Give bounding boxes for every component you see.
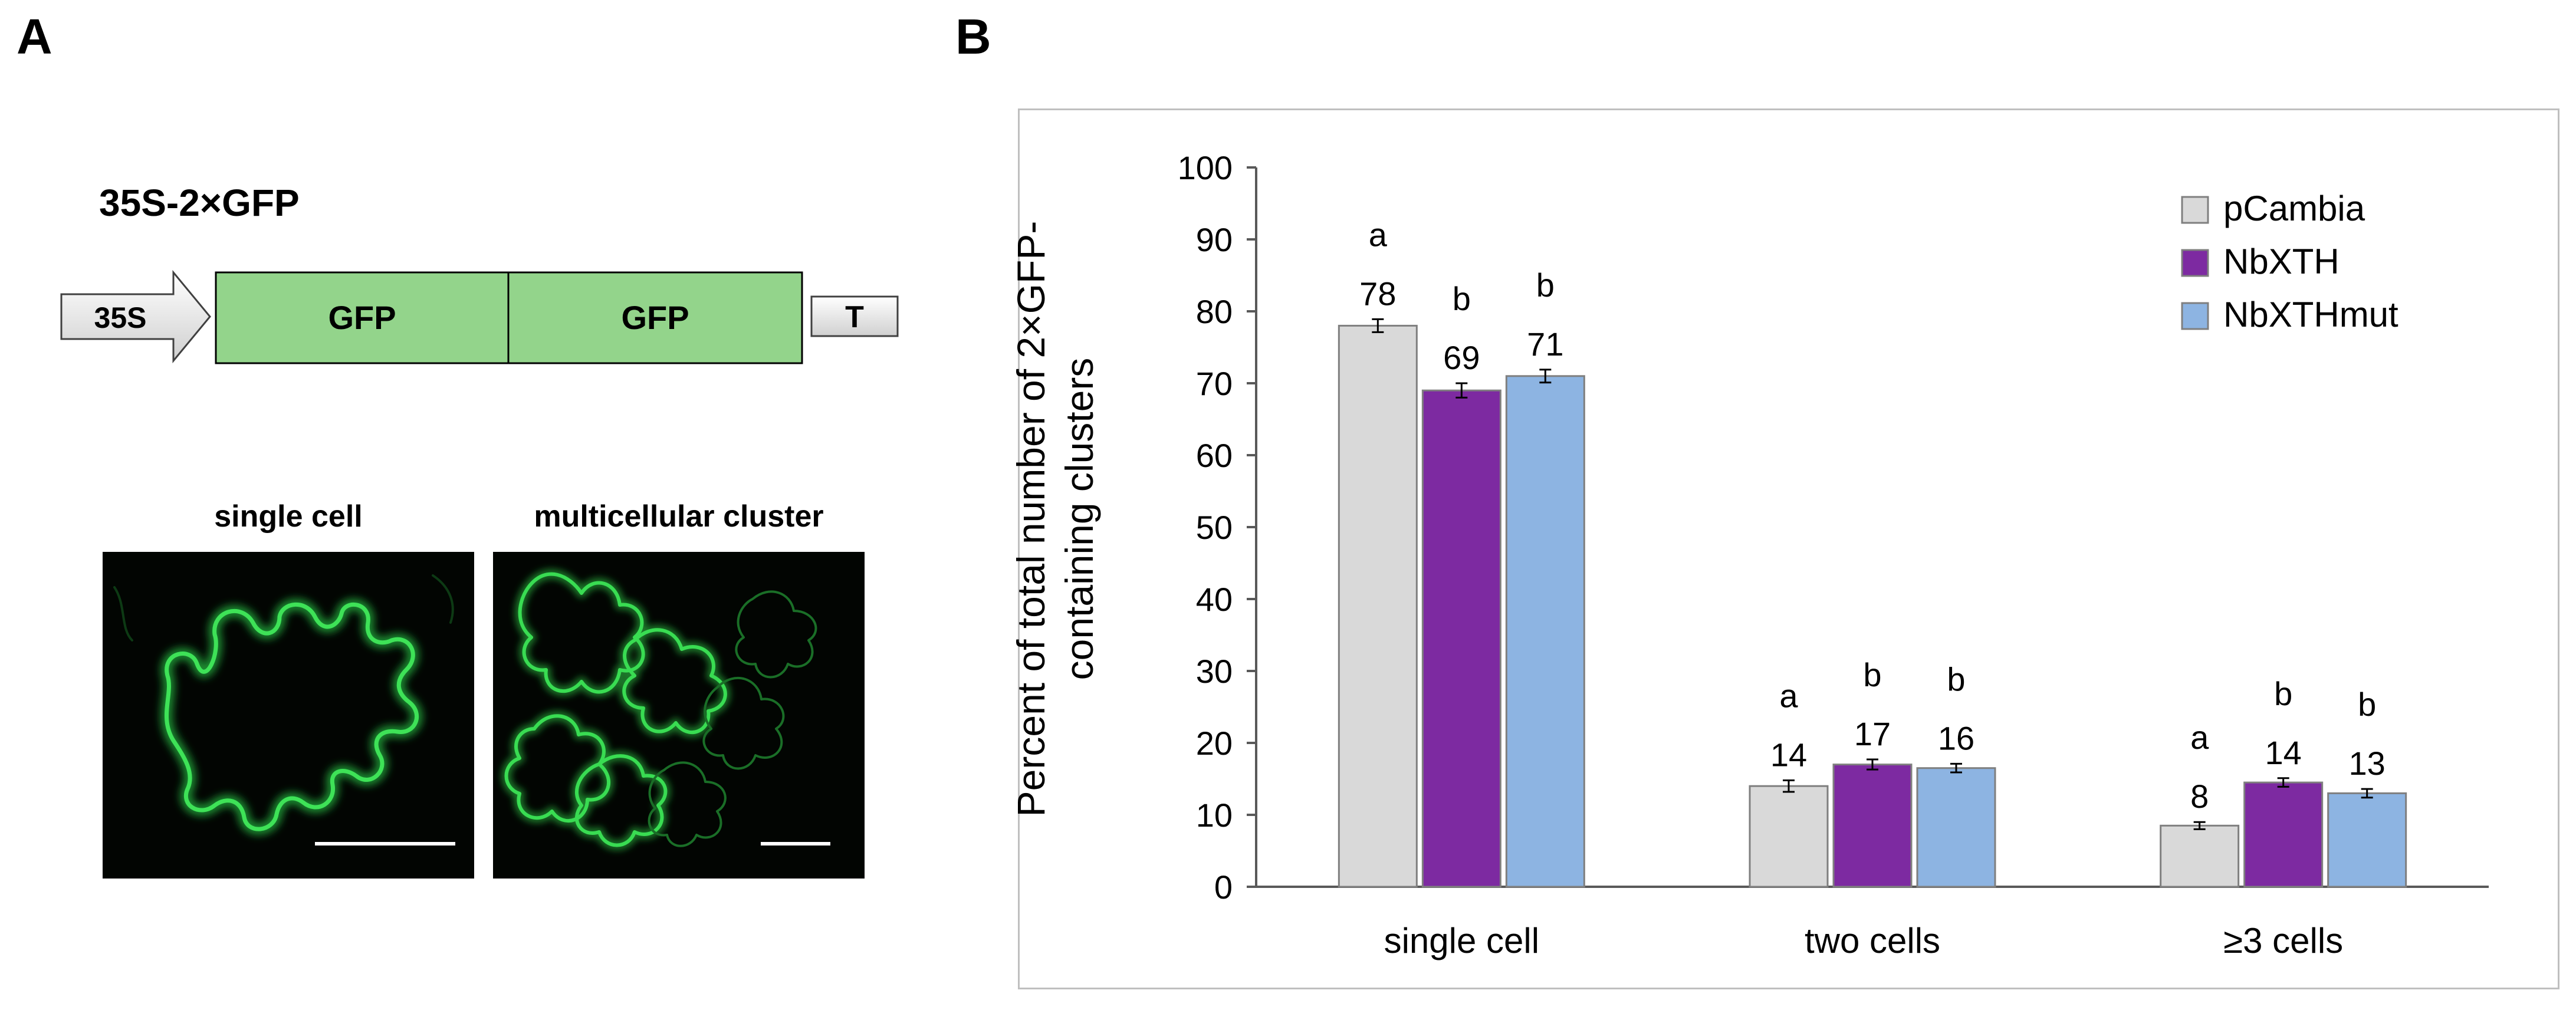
- category-label: two cells: [1805, 921, 1940, 960]
- significance-letter: b: [1536, 267, 1555, 304]
- data-label: 71: [1527, 325, 1563, 363]
- cell-outline: [165, 602, 419, 831]
- legend-label: NbXTH: [2223, 242, 2340, 281]
- data-label: 8: [2190, 778, 2209, 815]
- legend-swatch: [2181, 302, 2209, 330]
- significance-letter: b: [1947, 660, 1965, 698]
- data-label: 13: [2349, 745, 2386, 782]
- legend-label: pCambia: [2223, 189, 2365, 228]
- bar: [1832, 764, 1913, 888]
- y-tick-label: 70: [1196, 365, 1233, 402]
- construct-diagram: 35S GFP GFP T: [60, 269, 899, 364]
- single-cell-micrograph: [103, 552, 474, 879]
- panel-label-a: A: [17, 9, 52, 64]
- faint-neighbour-outline: [113, 574, 454, 641]
- y-axis-title-line: containing clusters: [1057, 358, 1101, 680]
- significance-letter: b: [2274, 675, 2292, 712]
- legend-swatch: [2181, 196, 2209, 224]
- category-label: single cell: [1384, 921, 1539, 960]
- promoter-arrow-shape: [60, 269, 211, 364]
- legend-swatch: [2181, 249, 2209, 277]
- bar: [1505, 375, 1585, 888]
- category-label: ≥3 cells: [2223, 921, 2343, 960]
- legend-label: NbXTHmut: [2223, 295, 2398, 334]
- y-tick-label: 100: [1178, 149, 1233, 186]
- y-tick-label: 50: [1196, 509, 1233, 546]
- y-tick-label: 60: [1196, 437, 1233, 474]
- data-label: 17: [1854, 715, 1891, 752]
- cluster-cell-4: [574, 754, 668, 847]
- y-tick-label: 40: [1196, 581, 1233, 618]
- bar: [2327, 792, 2407, 888]
- scale-bar: [761, 842, 830, 845]
- y-tick-label: 20: [1196, 725, 1233, 762]
- significance-letter: b: [1453, 280, 1471, 317]
- significance-letter: a: [2190, 719, 2209, 756]
- cluster-cell-faint-1: [702, 676, 785, 770]
- scale-bar: [315, 842, 455, 845]
- cluster-cell-faint-3: [648, 761, 727, 847]
- data-label: 14: [1770, 736, 1807, 773]
- terminator-box: [810, 295, 899, 337]
- significance-letter: b: [1863, 656, 1881, 693]
- bar: [2243, 781, 2324, 888]
- chart-frame: [1018, 108, 2559, 989]
- gfp-box-2: [507, 271, 803, 364]
- panel-label-b: B: [955, 9, 991, 64]
- data-label: 14: [2265, 734, 2302, 771]
- bar: [2160, 824, 2240, 888]
- bar: [1749, 785, 1829, 888]
- significance-letter: a: [1779, 677, 1798, 714]
- cluster-cell-2: [622, 628, 727, 735]
- gfp-label-2: GFP: [621, 299, 689, 336]
- data-label: 69: [1443, 339, 1480, 376]
- cluster-cell-faint-2: [735, 590, 817, 679]
- bar: [1421, 389, 1501, 888]
- significance-letter: a: [1369, 216, 1388, 253]
- cluster-image-label: multicellular cluster: [534, 499, 824, 534]
- data-label: 16: [1938, 719, 1974, 756]
- multicellular-cluster-micrograph: [493, 552, 865, 879]
- y-tick-label: 90: [1196, 221, 1233, 258]
- bar: [1916, 767, 1996, 888]
- y-tick-label: 0: [1214, 868, 1233, 906]
- cluster-cell-1: [518, 572, 645, 694]
- y-axis-title-line: Percent of total number of 2×GFP-: [1009, 221, 1053, 817]
- terminator-label: T: [845, 300, 864, 334]
- gfp-label-1: GFP: [328, 299, 396, 336]
- promoter-label: 35S: [94, 301, 147, 334]
- single-cell-image-label: single cell: [214, 499, 363, 534]
- significance-letter: b: [2358, 686, 2376, 723]
- construct-title: 35S-2×GFP: [99, 182, 300, 224]
- bar: [1338, 324, 1418, 888]
- data-label: 78: [1359, 275, 1396, 312]
- y-tick-label: 30: [1196, 653, 1233, 690]
- y-tick-label: 80: [1196, 293, 1233, 330]
- y-tick-label: 10: [1196, 797, 1233, 834]
